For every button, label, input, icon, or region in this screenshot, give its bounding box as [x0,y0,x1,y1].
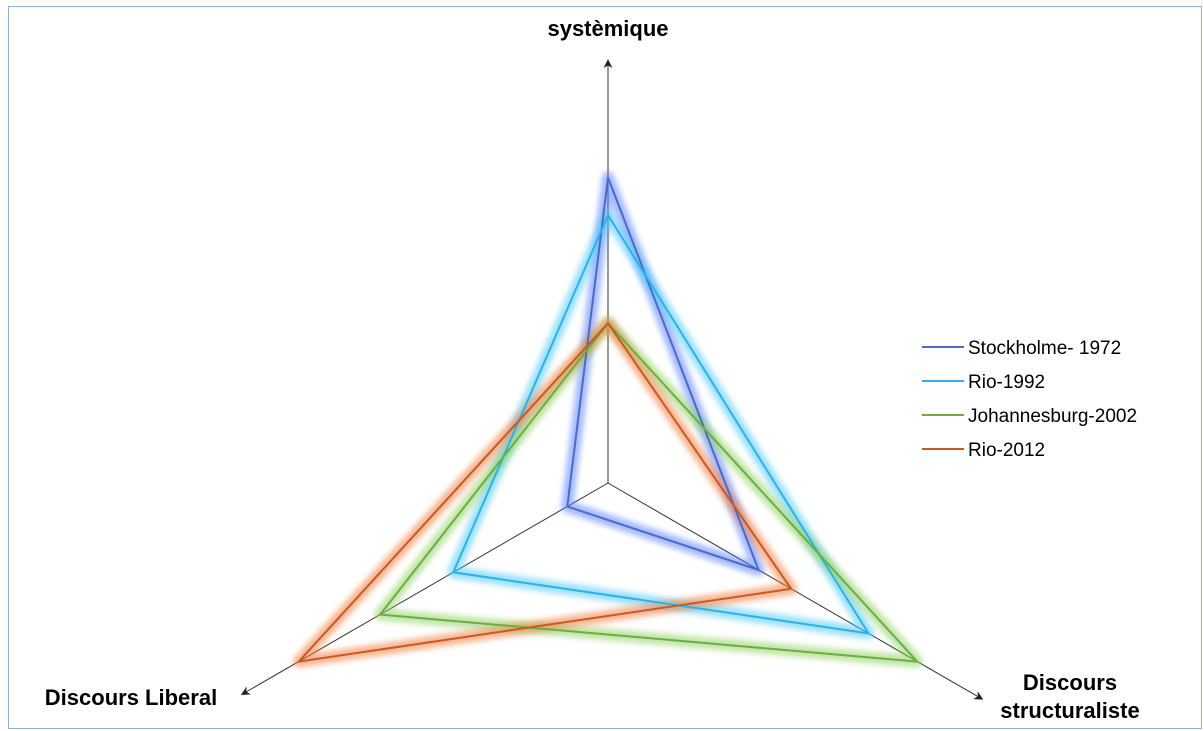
legend-label-johannesburg-2002: Johannesburg-2002 [968,406,1137,427]
series-line-rio-2012 [296,321,793,664]
series-line-rio-1992 [451,212,871,635]
axis-label-discours-structuraliste: Discours structuraliste [1000,670,1139,723]
series-line-stockholme-1972 [566,177,761,572]
legend-label-stockholme-1972: Stockholme- 1972 [968,338,1121,359]
axis-label-line: structuraliste [1000,698,1139,723]
legend-label-rio-1992: Rio-1992 [968,372,1045,393]
series-line-johannesburg-2002 [378,321,920,663]
axis-label-line: Discours Liberal [45,685,217,710]
legend: Stockholme- 1972 Rio-1992 Johannesburg-200… [922,338,1137,461]
axis-label-discours-liberal: Discours Liberal [45,685,217,710]
axis-label-line: Discours [1023,670,1117,695]
axis-label-line: systèmique [547,16,668,41]
axis-label-syst-mique: systèmique [547,16,668,41]
legend-label-rio-2012: Rio-2012 [968,440,1045,461]
chart-frame [8,6,1202,729]
